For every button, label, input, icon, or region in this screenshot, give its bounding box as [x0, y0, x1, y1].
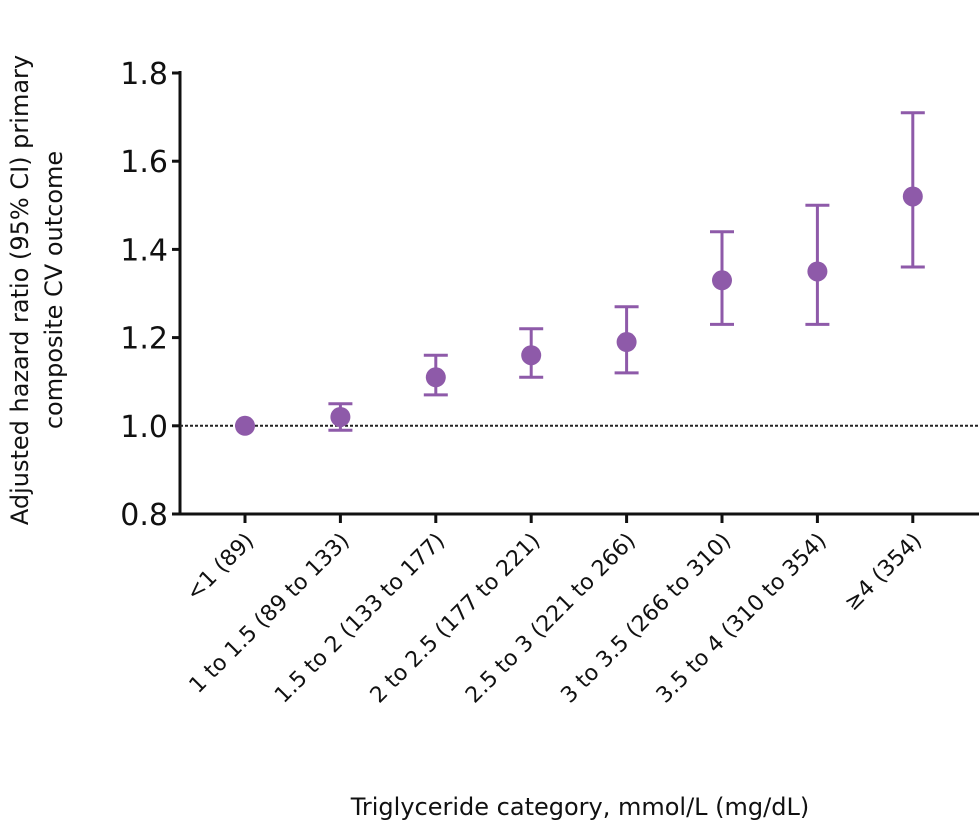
- x-axis-label: Triglyceride category, mmol/L (mg/dL): [350, 793, 809, 821]
- data-point: [330, 406, 351, 427]
- data-point: [235, 415, 255, 436]
- data-point: [712, 270, 732, 291]
- data-point: [425, 367, 446, 388]
- x-tick-label: 1.5 to 2 (133 to 177): [270, 529, 450, 709]
- data-point: [902, 186, 923, 207]
- x-tick-label: 1 to 1.5 (89 to 133): [185, 529, 355, 699]
- x-tick-label: ≥4 (354): [840, 529, 927, 616]
- y-axis-label: Adjusted hazard ratio (95% CI) primary c…: [6, 55, 68, 525]
- y-tick-label: 0.8: [120, 498, 168, 533]
- x-tick-label: 2 to 2.5 (177 to 221): [366, 529, 546, 709]
- data-point: [616, 332, 637, 353]
- data-point: [807, 261, 828, 282]
- y-axis-label-line-2: composite CV outcome: [40, 151, 68, 429]
- axes: 0.8 1.0 1.2 1.4 1.6 1.8 <1 (89)1 to 1.5 (89 to…: [120, 57, 979, 708]
- x-tick-label: 3.5 to 4 (310 to 354): [652, 529, 832, 709]
- x-tick-label: 3 to 3.5 (266 to 310): [556, 529, 736, 709]
- data-point: [521, 345, 542, 366]
- x-tick-label: <1 (89): [182, 529, 259, 606]
- y-tick-label: 1.0: [120, 410, 168, 445]
- x-tick-label: 2.5 to 3 (221 to 266): [461, 529, 641, 709]
- y-tick-label: 1.4: [120, 233, 168, 268]
- y-tick-label: 1.8: [120, 57, 168, 92]
- data-marks: [235, 111, 925, 436]
- y-tick-label: 1.6: [120, 145, 168, 180]
- y-axis-label-line-1: Adjusted hazard ratio (95% CI) primary: [6, 55, 34, 525]
- y-tick-label: 1.2: [120, 322, 168, 357]
